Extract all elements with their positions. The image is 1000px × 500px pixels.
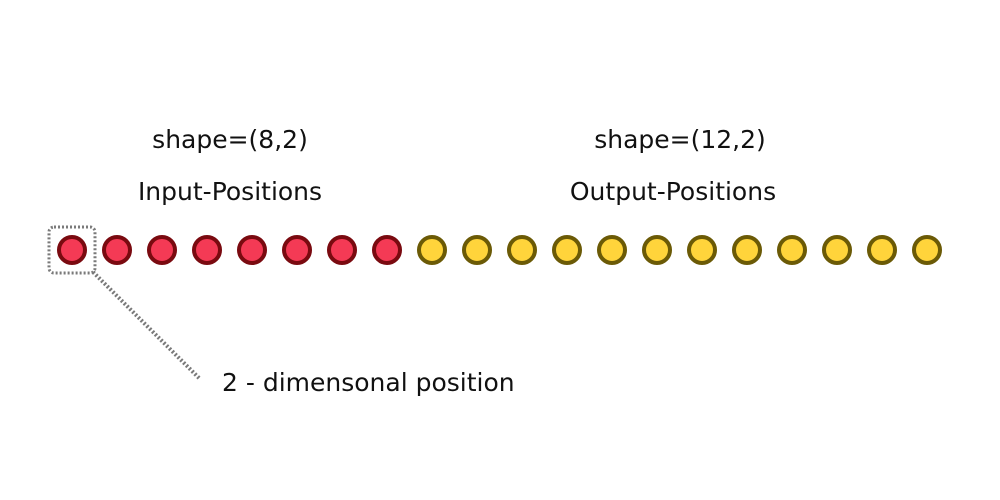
output-positions-title: Output-Positions bbox=[570, 177, 776, 206]
input-position-dot-7 bbox=[327, 235, 357, 265]
output-position-dot-7 bbox=[687, 235, 717, 265]
input-position-dot-4 bbox=[192, 235, 222, 265]
output-position-dot-1 bbox=[417, 235, 447, 265]
input-positions-title: Input-Positions bbox=[138, 177, 322, 206]
output-position-dot-12 bbox=[912, 235, 942, 265]
callout-highlight-box bbox=[47, 225, 97, 275]
output-position-dot-10 bbox=[822, 235, 852, 265]
output-position-dot-8 bbox=[732, 235, 762, 265]
output-position-dot-5 bbox=[597, 235, 627, 265]
output-position-dot-2 bbox=[462, 235, 492, 265]
input-position-dot-1 bbox=[57, 235, 87, 265]
input-position-dot-5 bbox=[237, 235, 267, 265]
callout-label: 2 - dimensonal position bbox=[222, 368, 515, 397]
callout bbox=[47, 225, 202, 381]
output-position-dot-9 bbox=[777, 235, 807, 265]
position-dots bbox=[57, 235, 942, 265]
input-shape-label: shape=(8,2) bbox=[152, 125, 308, 154]
callout-connector-line bbox=[91, 270, 202, 381]
input-position-dot-3 bbox=[147, 235, 177, 265]
output-position-dot-3 bbox=[507, 235, 537, 265]
input-position-dot-6 bbox=[282, 235, 312, 265]
output-position-dot-11 bbox=[867, 235, 897, 265]
output-position-dot-6 bbox=[642, 235, 672, 265]
output-shape-label: shape=(12,2) bbox=[594, 125, 766, 154]
input-position-dot-8 bbox=[372, 235, 402, 265]
output-position-dot-4 bbox=[552, 235, 582, 265]
input-position-dot-2 bbox=[102, 235, 132, 265]
